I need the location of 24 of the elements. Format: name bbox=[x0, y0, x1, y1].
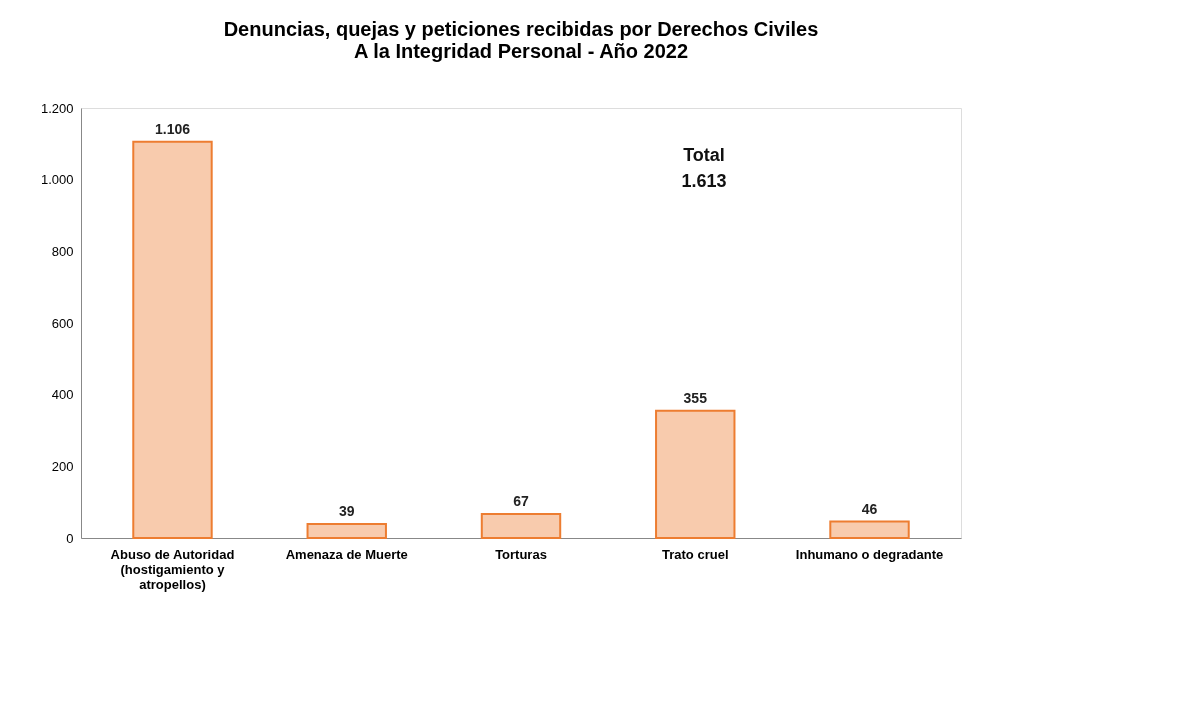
y-tick-label: 600 bbox=[51, 315, 74, 331]
chart-title: Denuncias, quejas y peticiones recibidas por Derechos Civiles A la Integridad Personal - Año 2022 bbox=[223, 18, 819, 62]
y-tick-label: 400 bbox=[51, 387, 74, 403]
y-tick-label: 800 bbox=[51, 243, 74, 259]
bar bbox=[132, 140, 213, 539]
data-label: 46 bbox=[861, 500, 878, 517]
x-tick-label: Torturas bbox=[495, 546, 547, 562]
x-tick-label: Inhumano o degradante bbox=[795, 546, 944, 562]
x-tick-label: Abuso de Autoridad (hostigamiento y atropellos) bbox=[110, 546, 235, 592]
x-tick-label: Trato cruel bbox=[662, 546, 729, 562]
bar bbox=[655, 409, 736, 539]
data-label: 355 bbox=[683, 389, 708, 406]
y-tick-label: 1.000 bbox=[40, 172, 74, 188]
annotation: Total 1.613 bbox=[681, 145, 727, 191]
data-label: 1.106 bbox=[154, 120, 191, 137]
y-tick-label: 0 bbox=[66, 530, 74, 546]
bar bbox=[829, 520, 910, 539]
data-label: 39 bbox=[338, 503, 355, 520]
x-tick-label: Amenaza de Muerte bbox=[285, 546, 408, 562]
data-label: 67 bbox=[513, 492, 529, 509]
y-tick-label: 200 bbox=[51, 458, 74, 474]
bar bbox=[480, 512, 562, 539]
y-tick-label: 1.200 bbox=[40, 100, 74, 116]
bar bbox=[306, 523, 387, 539]
